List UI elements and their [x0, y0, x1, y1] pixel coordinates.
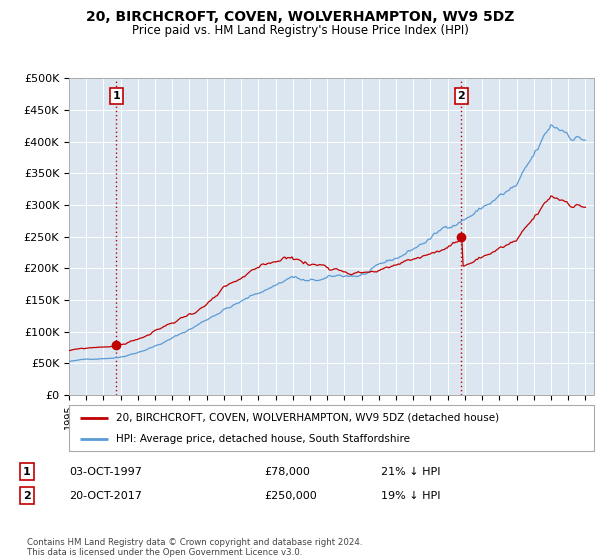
- Text: Contains HM Land Registry data © Crown copyright and database right 2024.
This d: Contains HM Land Registry data © Crown c…: [27, 538, 362, 557]
- Text: Price paid vs. HM Land Registry's House Price Index (HPI): Price paid vs. HM Land Registry's House …: [131, 24, 469, 36]
- Text: 20, BIRCHCROFT, COVEN, WOLVERHAMPTON, WV9 5DZ (detached house): 20, BIRCHCROFT, COVEN, WOLVERHAMPTON, WV…: [116, 413, 499, 423]
- Text: 03-OCT-1997: 03-OCT-1997: [69, 466, 142, 477]
- Text: 21% ↓ HPI: 21% ↓ HPI: [381, 466, 440, 477]
- Text: 19% ↓ HPI: 19% ↓ HPI: [381, 491, 440, 501]
- Text: £250,000: £250,000: [264, 491, 317, 501]
- Text: 1: 1: [112, 91, 120, 101]
- Text: 20-OCT-2017: 20-OCT-2017: [69, 491, 142, 501]
- Text: HPI: Average price, detached house, South Staffordshire: HPI: Average price, detached house, Sout…: [116, 435, 410, 444]
- Text: 1: 1: [23, 466, 31, 477]
- Text: 20, BIRCHCROFT, COVEN, WOLVERHAMPTON, WV9 5DZ: 20, BIRCHCROFT, COVEN, WOLVERHAMPTON, WV…: [86, 10, 514, 24]
- Text: 2: 2: [458, 91, 466, 101]
- Text: £78,000: £78,000: [264, 466, 310, 477]
- Text: 2: 2: [23, 491, 31, 501]
